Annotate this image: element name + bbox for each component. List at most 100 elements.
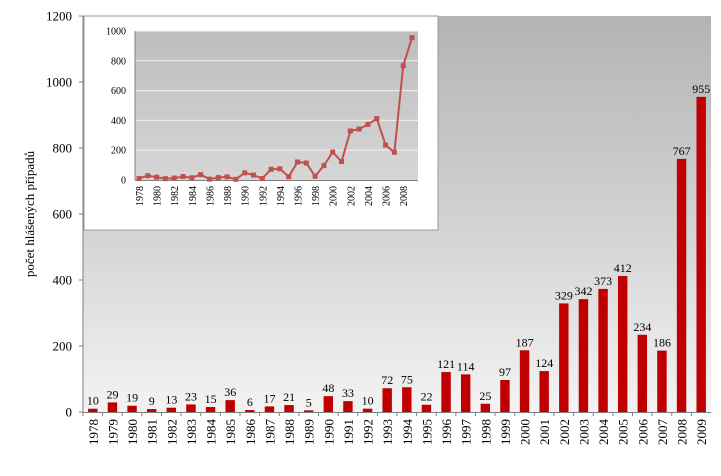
- bar: [637, 334, 648, 412]
- inset-x-tick-label: 2000: [329, 186, 340, 206]
- inset-data-point: [250, 172, 256, 178]
- inset-data-point: [347, 128, 353, 134]
- inset-data-point: [365, 121, 371, 127]
- inset-data-point: [162, 176, 168, 182]
- bar: [186, 404, 196, 412]
- inset-data-point: [268, 166, 274, 172]
- main-x-tick-label: 1996: [439, 419, 454, 446]
- main-y-tick-label: 0: [66, 405, 73, 420]
- inset-data-point: [242, 170, 248, 176]
- bar-data-label: 75: [401, 372, 413, 386]
- bar: [519, 350, 530, 412]
- inset-x-tick-label: 1990: [241, 186, 252, 206]
- bar-data-label: 72: [381, 373, 393, 387]
- inset-x-tick-label: 2006: [382, 186, 393, 206]
- bar: [539, 371, 549, 412]
- inset-x-tick-label: 2004: [364, 186, 375, 206]
- main-y-tick-label: 600: [53, 207, 73, 222]
- main-x-tick-label: 1986: [243, 419, 258, 446]
- bar-data-label: 329: [555, 288, 573, 302]
- inset-y-tick-label: 400: [111, 116, 126, 127]
- main-x-tick-label: 1989: [302, 419, 317, 445]
- inset-data-point: [339, 159, 345, 165]
- inset-x-tick-label: 1984: [188, 186, 199, 206]
- inset-x-tick-label: 2002: [346, 186, 357, 206]
- bar-data-label: 19: [126, 391, 138, 405]
- bar-data-label: 10: [87, 394, 99, 408]
- bar-data-label: 342: [574, 284, 592, 298]
- bar-data-label: 23: [185, 389, 197, 403]
- inset-data-point: [391, 149, 397, 155]
- inset-data-point: [303, 160, 309, 166]
- bar-data-label: 124: [535, 356, 553, 370]
- inset-data-point: [330, 149, 336, 155]
- inset-data-point: [277, 166, 283, 172]
- bar-data-label: 97: [499, 365, 511, 379]
- bar: [460, 374, 471, 412]
- main-bars: [88, 96, 706, 412]
- inset-data-point: [224, 174, 230, 180]
- inset-data-point: [400, 63, 406, 69]
- bar: [578, 299, 589, 412]
- bar-data-label: 767: [673, 144, 691, 158]
- main-x-tick-label: 1990: [321, 419, 336, 445]
- main-x-tick-label: 1985: [223, 419, 238, 445]
- inset-x-tick-label: 2008: [399, 186, 410, 206]
- bar: [166, 407, 177, 412]
- main-x-tick-label: 2006: [635, 419, 650, 446]
- inset-data-point: [215, 174, 221, 180]
- inset-data-point: [189, 175, 195, 181]
- main-y-tick-label: 200: [53, 339, 73, 354]
- inset-y-tick-labels: 0 200 400 600 800 1000: [106, 27, 126, 187]
- main-x-tick-label: 1997: [459, 419, 474, 446]
- inset-y-tick-label: 200: [111, 146, 126, 157]
- inset-x-tick-label: 1980: [153, 186, 164, 206]
- bar: [107, 402, 118, 412]
- inset-data-point: [198, 172, 204, 178]
- inset-x-tick-label: 1994: [276, 186, 287, 206]
- bar: [500, 379, 510, 412]
- inset-y-tick-label: 600: [111, 86, 126, 97]
- bar-data-label: 21: [283, 390, 295, 404]
- bar: [146, 409, 157, 412]
- bar-data-label: 9: [149, 394, 155, 408]
- main-x-tick-label: 1982: [164, 419, 179, 445]
- inset-x-tick-label: 1982: [170, 186, 181, 206]
- bar-data-label: 114: [457, 359, 475, 373]
- bar: [127, 405, 137, 412]
- inset-data-point: [259, 176, 265, 182]
- inset-x-tick-label: 1996: [294, 186, 305, 206]
- bar-data-label: 10: [362, 394, 374, 408]
- inset-plot-area: [135, 31, 418, 180]
- bar-data-label: 13: [165, 393, 177, 407]
- bar: [362, 408, 373, 412]
- inset-data-point: [233, 176, 239, 182]
- inset-data-point: [180, 174, 186, 180]
- main-x-tick-label: 1994: [400, 419, 415, 446]
- bar: [598, 288, 608, 412]
- bar-data-label: 36: [224, 385, 236, 399]
- bar: [657, 350, 667, 412]
- inset-x-tick-labels: 1978 1980 1982 1984 1986 1988 1990 1992 1994 1996…: [135, 186, 410, 206]
- main-x-tick-labels: 1978 1979 1980 1981 1982 1983 1984 1985 1986 1987…: [82, 412, 709, 446]
- bar-data-label: 22: [420, 390, 432, 404]
- inset-x-tick-label: 1986: [205, 186, 216, 206]
- bar-data-label: 33: [342, 386, 354, 400]
- bar: [245, 410, 255, 412]
- main-x-tick-label: 1992: [361, 419, 376, 445]
- bar: [343, 401, 353, 412]
- bar: [696, 96, 706, 412]
- bar: [676, 158, 687, 412]
- inset-x-tick-label: 1988: [223, 186, 234, 206]
- main-y-tick-label: 400: [53, 273, 73, 288]
- bar: [421, 404, 432, 412]
- inset-data-point: [286, 174, 292, 180]
- inset-data-point: [356, 126, 362, 132]
- inset-x-tick-label: 1998: [311, 186, 322, 206]
- inset-data-point: [312, 173, 318, 179]
- bar: [225, 400, 235, 412]
- bar: [559, 303, 569, 412]
